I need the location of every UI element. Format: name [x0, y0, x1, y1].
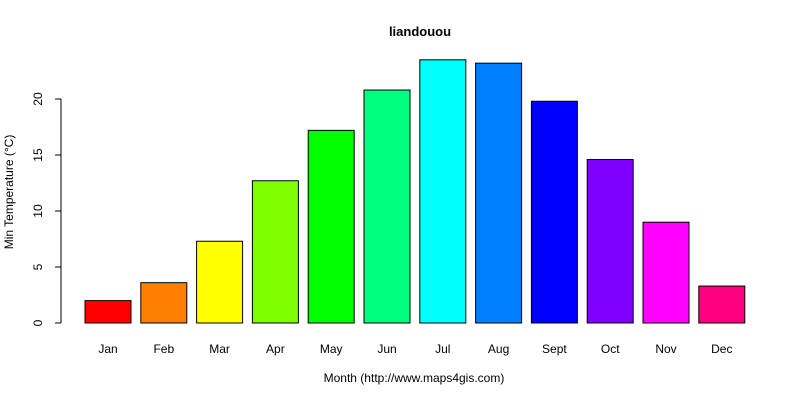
bar-nov	[642, 221, 690, 324]
x-tick-label: Sept	[542, 342, 567, 356]
x-tick-label: Feb	[153, 342, 174, 356]
x-tick-label: Jan	[98, 342, 117, 356]
x-axis-labels: Jan Feb Mar Apr May Jun Jul Aug Sept Oct Nov Dec	[98, 342, 732, 356]
y-axis-label: Min Temperature (°C)	[2, 135, 16, 250]
y-tick-label: 15	[31, 148, 45, 162]
bar-aug	[475, 62, 523, 324]
x-tick-label: Aug	[488, 342, 509, 356]
y-tick-label: 5	[31, 263, 45, 270]
x-tick-label: Nov	[655, 342, 676, 356]
bar-mar	[196, 240, 244, 324]
bar-oct	[586, 158, 634, 324]
x-tick-label: Dec	[711, 342, 732, 356]
x-tick-label: Apr	[266, 342, 285, 356]
x-tick-label: Mar	[209, 342, 230, 356]
x-axis-label: Month (http://www.maps4gis.com)	[324, 371, 505, 385]
y-tick-label: 10	[31, 204, 45, 218]
bar-dec	[698, 285, 746, 324]
bar-may	[307, 129, 355, 324]
bar-apr	[251, 180, 299, 324]
y-tick-label: 0	[31, 319, 45, 326]
bar-feb	[140, 282, 188, 324]
y-tick-label: 20	[31, 92, 45, 106]
x-tick-label: Oct	[601, 342, 620, 356]
bars-group	[84, 59, 746, 324]
x-tick-label: Jul	[435, 342, 450, 356]
x-tick-label: May	[320, 342, 343, 356]
bar-sept	[530, 100, 578, 324]
x-tick-label: Jun	[377, 342, 396, 356]
chart-title: liandouou	[389, 24, 451, 39]
bar-jun	[363, 89, 411, 324]
bar-jul	[419, 59, 467, 324]
y-axis: 0 5 10 15 20	[31, 92, 62, 326]
bar-jan	[84, 300, 132, 324]
